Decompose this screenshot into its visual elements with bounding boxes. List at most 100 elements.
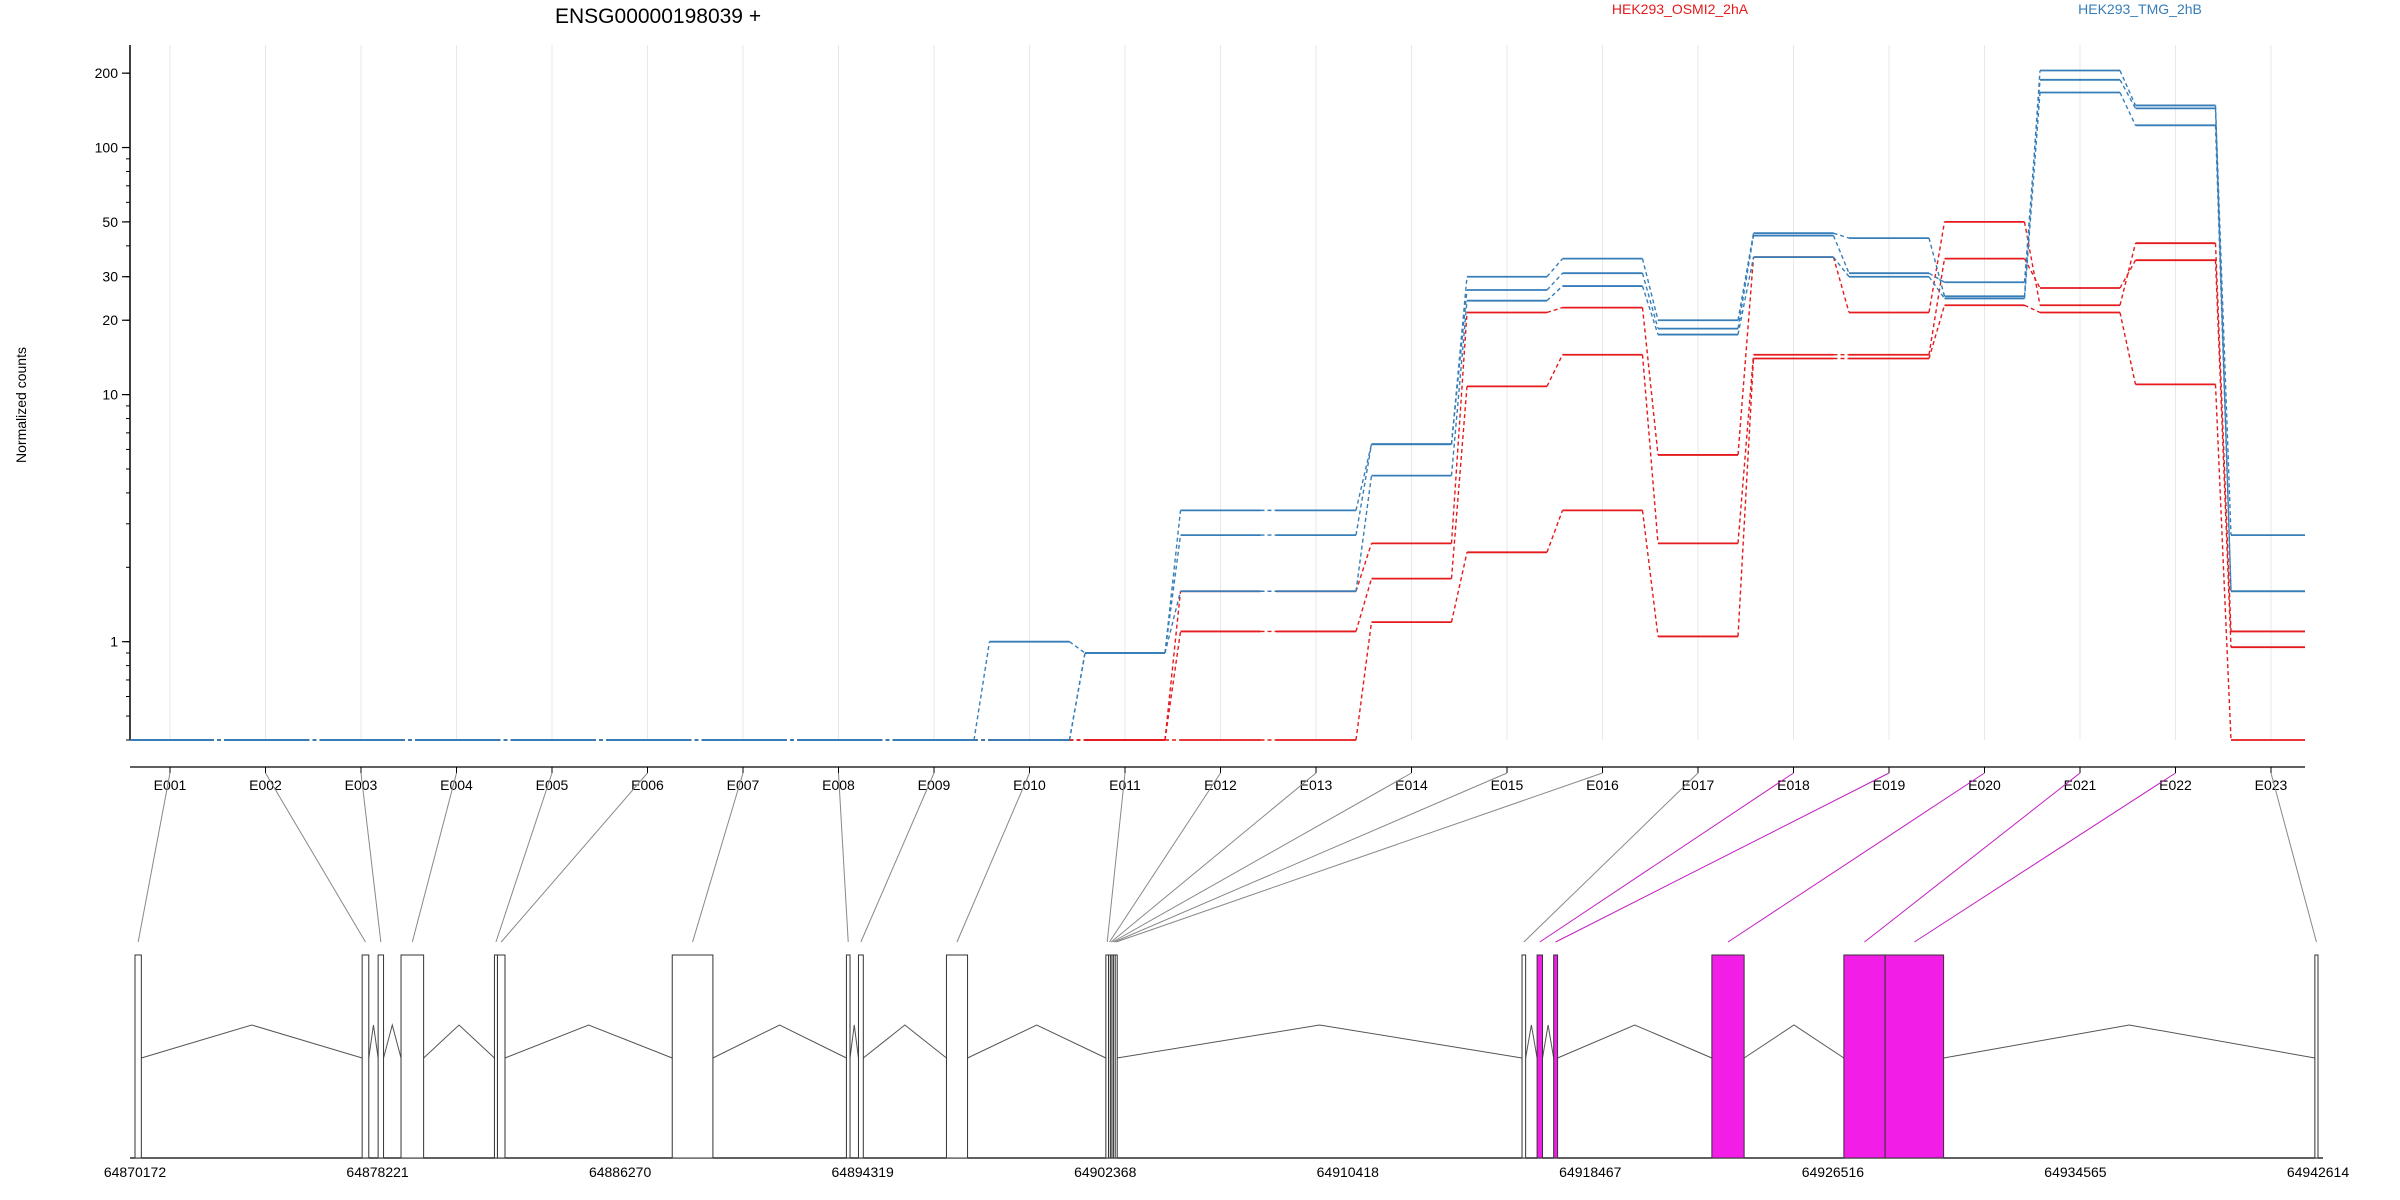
- intron-line: [383, 1023, 402, 1059]
- coordinate-tick-label: 64886270: [589, 1164, 652, 1180]
- series-connector: [1068, 652, 1086, 741]
- coordinate-tick-label: 64902368: [1074, 1164, 1137, 1180]
- series-6: [130, 91, 2305, 741]
- exon-link-e007: [692, 772, 744, 943]
- exon-link-e005: [495, 772, 553, 943]
- series-connector: [1737, 354, 1755, 544]
- x-tick-label-e012: E012: [1204, 777, 1237, 793]
- exon-block-e020: [1711, 954, 1745, 1159]
- x-tick-label-e009: E009: [918, 777, 951, 793]
- series-layer: [130, 69, 2305, 741]
- series-connector: [1546, 258, 1564, 278]
- x-tick-label-e020: E020: [1968, 777, 2001, 793]
- series-connector: [1737, 233, 1755, 321]
- series-connector: [2119, 259, 2137, 289]
- series-connector: [1546, 510, 1564, 553]
- intron-line: [1743, 1024, 1845, 1059]
- series-connector: [1737, 358, 1755, 637]
- exon-link-e023: [2270, 772, 2317, 943]
- series-connector: [1450, 300, 1468, 476]
- coordinate-tick-label: 64934565: [2044, 1164, 2107, 1180]
- x-tick-label-e001: E001: [154, 777, 187, 793]
- exon-link-e002: [265, 772, 366, 943]
- exon-link-e001: [137, 772, 171, 943]
- legend-osmi2: HEK293_OSMI2_2hA: [1612, 1, 1749, 17]
- x-tick-label-e018: E018: [1777, 777, 1810, 793]
- exon-link-e017: [1523, 772, 1699, 943]
- series-connector: [2119, 70, 2137, 106]
- series-connector: [2214, 260, 2232, 648]
- x-tick-label-e006: E006: [631, 777, 664, 793]
- x-tick-label-e015: E015: [1491, 777, 1524, 793]
- intron-line: [862, 1024, 947, 1059]
- coordinate-tick-label: 64942614: [2287, 1164, 2350, 1180]
- x-tick-label-e011: E011: [1109, 777, 1141, 793]
- exon-link-e020: [1727, 772, 1985, 943]
- intron-line: [141, 1024, 363, 1059]
- series-connector: [1355, 578, 1373, 632]
- coordinate-tick-label: 64870172: [104, 1164, 167, 1180]
- series-connector: [1355, 475, 1373, 592]
- exon-block-e009: [857, 954, 864, 1159]
- x-tick-label-e010: E010: [1013, 777, 1046, 793]
- coordinate-tick-label: 64910418: [1317, 1164, 1380, 1180]
- series-connector: [1546, 306, 1563, 314]
- y-tick-label: 50: [102, 214, 118, 230]
- intron-line: [1943, 1024, 2315, 1059]
- series-connector: [1546, 272, 1564, 291]
- series-connector: [1833, 232, 1850, 239]
- exon-link-e006: [500, 772, 648, 943]
- series-connector: [1737, 257, 1755, 335]
- x-tick-label-e022: E022: [2159, 777, 2192, 793]
- intron-line: [423, 1024, 495, 1059]
- chart-title: ENSG00000198039 +: [555, 5, 761, 28]
- coordinate-tick-label: 64878221: [346, 1164, 409, 1180]
- series-connector: [2023, 79, 2041, 283]
- series-connector: [1355, 543, 1373, 592]
- series-connector: [2214, 243, 2232, 632]
- x-tick-label-e008: E008: [822, 777, 855, 793]
- exon-link-e015: [1114, 772, 1508, 943]
- series-connector: [1164, 591, 1182, 741]
- coordinate-tick-label: 64894319: [832, 1164, 895, 1180]
- exon-block-e023: [2314, 954, 2319, 1159]
- series-connector: [1832, 256, 1850, 313]
- series-connector: [2023, 258, 2041, 289]
- series-connector: [1355, 444, 1373, 511]
- plot-grid: [169, 45, 2272, 740]
- intron-line: [368, 1024, 379, 1059]
- exon-link-e021: [1864, 772, 2081, 943]
- series-connector: [2214, 125, 2232, 592]
- x-tick-label-e016: E016: [1586, 777, 1619, 793]
- exon-block-e002: [361, 954, 370, 1159]
- series-connector: [1546, 285, 1563, 302]
- series-connector: [1164, 631, 1182, 741]
- exon-link-e009: [860, 772, 935, 943]
- exon-link-e011: [1106, 772, 1126, 943]
- series-connector: [1164, 535, 1182, 654]
- exon-links: [137, 772, 2317, 943]
- series-connector: [1641, 510, 1659, 637]
- y-tick-label: 100: [95, 140, 119, 156]
- series-connector: [1164, 591, 1182, 654]
- series-connector: [1355, 622, 1373, 741]
- series-connector: [1069, 641, 1086, 654]
- x-tick-label-e019: E019: [1873, 777, 1906, 793]
- x-tick-label-e023: E023: [2255, 777, 2288, 793]
- exon-link-e003: [360, 772, 382, 943]
- intron-line: [1525, 1024, 1538, 1059]
- exon-block-e003: [377, 954, 385, 1159]
- exon-link-e016: [1115, 772, 1603, 943]
- exon-link-e012: [1109, 772, 1221, 943]
- exon-link-e018: [1539, 772, 1794, 943]
- y-tick-label: 20: [102, 312, 118, 328]
- x-tick-label-e002: E002: [249, 777, 282, 793]
- x-tick-label-e007: E007: [727, 777, 760, 793]
- exon-block-e022: [1884, 954, 1945, 1159]
- exon-block-e004: [400, 954, 425, 1159]
- y-tick-label: 10: [102, 387, 118, 403]
- exon-link-e004: [411, 772, 457, 943]
- series-connector: [2023, 221, 2041, 306]
- series-connector: [1737, 257, 1755, 455]
- intron-line: [849, 1024, 859, 1059]
